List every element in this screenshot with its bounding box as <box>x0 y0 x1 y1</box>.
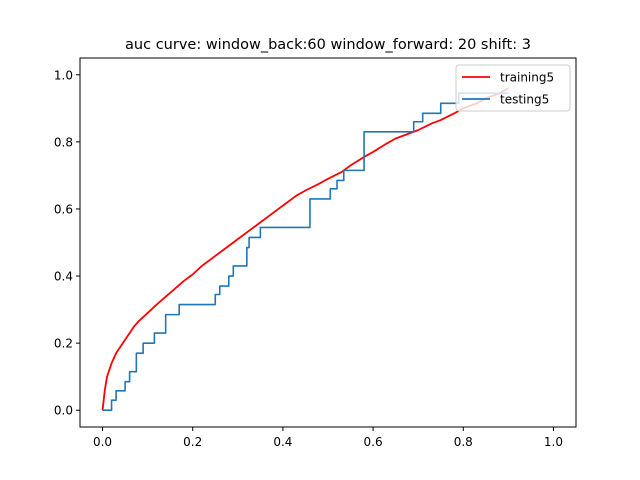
x-tick-label: 0.8 <box>454 435 473 449</box>
x-tick-label: 0.0 <box>93 435 112 449</box>
series-line-testing5 <box>102 92 509 412</box>
legend-label-training5: training5 <box>500 71 554 85</box>
plot-area <box>101 87 509 412</box>
y-tick-label: 1.0 <box>54 68 73 82</box>
y-tick-label: 0.8 <box>54 135 73 149</box>
series-line-training5 <box>101 87 509 411</box>
chart-title: auc curve: window_back:60 window_forward… <box>125 37 531 53</box>
y-tick-label: 0.6 <box>54 202 73 216</box>
legend-label-testing5: testing5 <box>500 93 549 107</box>
x-axis: 0.0 0.2 0.4 0.6 0.8 1.0 <box>93 427 563 449</box>
axes-frame <box>79 57 577 428</box>
x-tick-label: 0.2 <box>183 435 202 449</box>
x-tick-label: 1.0 <box>544 435 563 449</box>
y-tick-label: 0.4 <box>54 270 73 284</box>
y-axis: 0.0 0.2 0.4 0.6 0.8 1.0 <box>54 68 80 418</box>
x-tick-label: 0.4 <box>273 435 292 449</box>
x-tick-label: 0.6 <box>364 435 383 449</box>
y-tick-label: 0.2 <box>54 337 73 351</box>
legend: training5 testing5 <box>455 64 571 112</box>
y-tick-label: 0.0 <box>54 404 73 418</box>
